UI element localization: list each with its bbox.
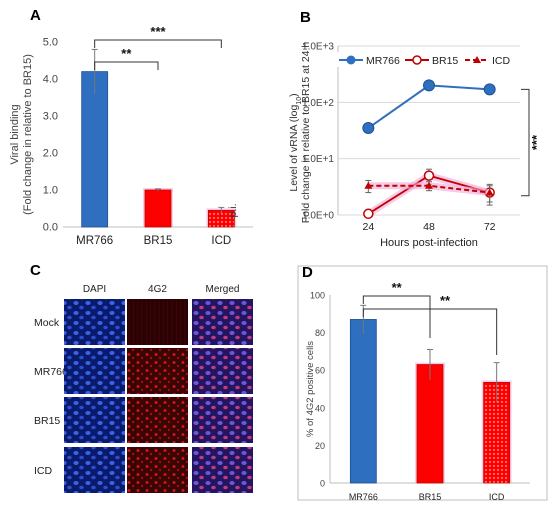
microscopy-row-label: Mock — [34, 317, 60, 329]
panel-d-bar-chart: 0 20 40 60 80 100 % of 4G2 positive cells MR766… — [305, 280, 530, 502]
y-tick-label: 3.0 — [43, 111, 58, 123]
x-category-label: ICD — [489, 492, 505, 502]
bar-mr766 — [349, 319, 377, 484]
y-axis-label: p.i. — [227, 203, 239, 217]
x-category-label: BR15 — [419, 492, 442, 502]
y-tick-label: 1.0E+2 — [302, 98, 334, 109]
y-axis-label: (Fold change in relative to BR15) — [22, 54, 34, 215]
y-axis-label: Level of vRNA (log10) — [288, 93, 303, 191]
panel-letter-b: B — [300, 9, 311, 26]
x-category-label: BR15 — [144, 235, 173, 247]
significance-stars: ** — [121, 46, 132, 61]
y-tick-label: 1.0E+3 — [302, 42, 334, 53]
microscopy-image — [127, 397, 188, 443]
microscopy-image — [127, 447, 188, 493]
y-axis-label: Fold change in relative to BR15 at 24 h — [300, 42, 312, 224]
significance-stars: *** — [150, 24, 166, 39]
microscopy-row-label: BR15 — [34, 415, 60, 427]
bar-br15 — [416, 364, 444, 484]
data-point — [364, 181, 373, 189]
data-point — [423, 170, 435, 181]
y-axis-label: Viral binding — [9, 104, 21, 164]
y-tick-label: 0 — [320, 479, 325, 489]
microscopy-image — [64, 348, 125, 394]
y-tick-label: 60 — [315, 366, 325, 376]
bar-br15 — [144, 189, 172, 228]
data-point — [363, 208, 374, 220]
y-tick-label: 20 — [315, 441, 325, 451]
significance-stars: ** — [392, 280, 403, 295]
panel-letter-a: A — [30, 7, 41, 24]
legend-marker — [412, 55, 422, 65]
x-category-label: MR766 — [349, 492, 378, 502]
y-tick-label: 5.0 — [43, 37, 58, 49]
y-tick-label: 40 — [315, 403, 325, 413]
significance-bracket — [94, 39, 222, 48]
panel-c-microscopy-grid: DAPI 4G2 Merged Mock MR766 BR15 ICD — [34, 284, 253, 493]
microscopy-column-label: 4G2 — [148, 284, 167, 295]
significance-bracket — [362, 308, 498, 355]
microscopy-image — [64, 447, 125, 493]
panel-d-frame — [297, 265, 548, 501]
legend-label: MR766 — [366, 55, 400, 67]
significance-bracket — [362, 295, 431, 338]
bar-mr766 — [81, 71, 109, 228]
y-axis-label: % of 4G2 positive cells — [305, 341, 316, 437]
x-category-label: ICD — [211, 235, 231, 247]
y-tick-label: 0.0 — [43, 222, 58, 234]
panel-a-bar-chart: 0.0 1.0 2.0 3.0 4.0 5.0 Viral binding (Fold cha… — [9, 24, 253, 247]
y-tick-label: 1.0E+0 — [302, 211, 334, 222]
y-tick-label: 4.0 — [43, 74, 58, 86]
x-tick-label: 24 — [362, 221, 374, 233]
legend-bg — [463, 52, 518, 67]
data-point — [425, 181, 433, 189]
x-axis-label: Hours post-infection — [380, 237, 478, 249]
panel-letter-c: C — [30, 262, 41, 279]
microscopy-column-label: DAPI — [83, 284, 106, 295]
significance-stars: *** — [529, 134, 544, 150]
legend-label: ICD — [492, 55, 511, 67]
microscopy-image — [192, 397, 253, 443]
series-line-mr766 — [367, 84, 490, 129]
significance-bracket — [94, 61, 159, 70]
microscopy-image — [64, 299, 125, 345]
y-tick-label: 2.0 — [43, 148, 58, 160]
microscopy-image — [127, 348, 188, 394]
y-axis-label-part: Level of vRNA (log — [288, 105, 300, 192]
panel-letter-d: D — [302, 264, 313, 281]
significance-bracket — [521, 88, 530, 197]
microscopy-row-label: MR766 — [34, 366, 68, 378]
microscopy-image — [192, 348, 253, 394]
data-point — [483, 83, 496, 96]
legend-marker — [346, 55, 356, 65]
y-tick-label: 1.0E+1 — [302, 154, 334, 165]
microscopy-row-label: ICD — [34, 465, 53, 477]
microscopy-column-label: Merged — [206, 284, 240, 295]
data-point — [485, 188, 494, 196]
legend-label: BR15 — [432, 55, 458, 67]
x-category-label: MR766 — [76, 235, 113, 247]
microscopy-image — [192, 299, 253, 345]
x-tick-label: 72 — [484, 221, 496, 233]
data-point — [423, 79, 435, 92]
microscopy-image — [64, 397, 125, 443]
data-point — [362, 122, 375, 135]
y-axis-label-part: ) — [288, 93, 300, 97]
y-tick-label: 80 — [315, 328, 325, 338]
significance-stars: ** — [440, 293, 451, 308]
microscopy-image — [127, 299, 188, 345]
legend-marker — [473, 56, 481, 63]
microscopy-image — [192, 447, 253, 493]
x-tick-label: 48 — [423, 221, 435, 233]
y-axis-label-subscript: 10 — [296, 97, 303, 105]
panel-b-line-chart: 1.0E+0 1.0E+1 1.0E+2 1.0E+3 24 48 72 Hours post… — [227, 42, 544, 250]
y-tick-label: 1.0 — [43, 185, 58, 197]
y-tick-label: 100 — [310, 291, 325, 301]
